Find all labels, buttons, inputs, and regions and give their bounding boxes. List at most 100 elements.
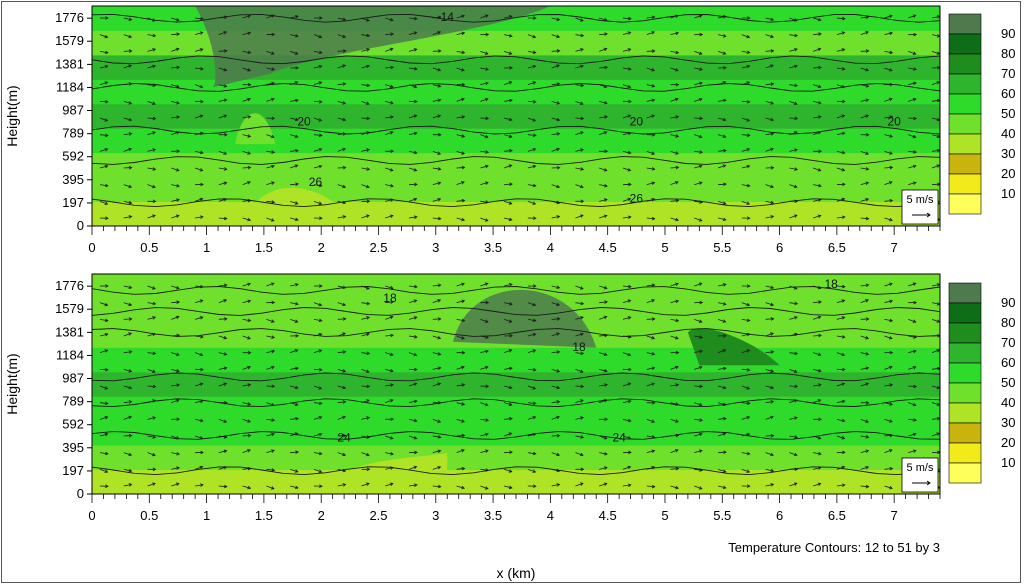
wind-vector xyxy=(575,316,584,320)
x-tick-label: 1.5 xyxy=(255,508,273,523)
wind-arrowhead xyxy=(698,432,703,437)
wind-vector xyxy=(646,335,655,339)
wind-vector xyxy=(385,334,394,337)
wind-vector xyxy=(99,200,108,205)
wind-vector xyxy=(622,466,631,470)
colorbar-swatch xyxy=(948,322,982,344)
wind-vector xyxy=(313,134,322,136)
wind-arrowhead xyxy=(794,351,799,356)
wind-arrowhead xyxy=(651,366,656,370)
wind-vector xyxy=(480,14,489,19)
wind-vector xyxy=(290,349,298,354)
wind-vector xyxy=(551,368,560,372)
wind-vector xyxy=(694,468,703,471)
wind-arrowhead xyxy=(485,449,489,453)
wind-vector xyxy=(694,98,703,102)
wind-arrowhead xyxy=(817,168,822,172)
wind-arrowhead xyxy=(295,148,299,153)
wind-vector xyxy=(694,182,703,186)
colorbar-label: 10 xyxy=(1001,186,1015,201)
colorbar-label: 70 xyxy=(1001,335,1015,350)
wind-vector xyxy=(765,100,774,104)
x-tick-label: 2 xyxy=(318,240,325,255)
wind-arrowhead xyxy=(484,319,489,323)
wind-arrowhead xyxy=(342,165,347,170)
wind-arrowhead xyxy=(698,365,703,370)
wind-arrowhead xyxy=(628,182,632,187)
wind-arrowhead xyxy=(889,466,894,471)
wind-arrowhead xyxy=(604,417,609,422)
field-band xyxy=(92,347,940,373)
wind-arrowhead xyxy=(223,382,228,386)
wind-vector xyxy=(646,352,655,355)
wind-arrowhead xyxy=(223,216,228,221)
wind-arrowhead xyxy=(152,301,157,306)
colorbar-label: 40 xyxy=(1001,395,1015,410)
wind-arrowhead xyxy=(532,34,537,39)
wind-arrowhead xyxy=(485,67,490,71)
wind-arrowhead xyxy=(865,449,870,453)
wind-arrowhead xyxy=(342,184,347,189)
contour-label: 14 xyxy=(441,10,455,24)
wind-arrowhead xyxy=(794,167,799,171)
wind-arrowhead xyxy=(841,465,846,470)
wind-arrowhead xyxy=(318,469,323,473)
wind-arrowhead xyxy=(104,469,109,473)
wind-arrowhead xyxy=(247,134,252,138)
wind-vector xyxy=(836,198,845,202)
wind-vector xyxy=(361,214,370,219)
wind-arrowhead xyxy=(651,15,656,20)
wind-arrowhead xyxy=(580,148,585,152)
wind-arrowhead xyxy=(675,466,680,471)
wind-arrowhead xyxy=(128,82,133,86)
wind-arrowhead xyxy=(199,168,204,172)
wind-vector xyxy=(195,418,203,422)
wind-arrowhead xyxy=(793,184,798,189)
wind-arrowhead xyxy=(342,34,347,39)
wind-vector xyxy=(313,416,322,420)
wind-arrowhead xyxy=(865,98,870,102)
wind-arrowhead xyxy=(604,115,608,119)
wind-vector xyxy=(147,352,156,354)
wind-arrowhead xyxy=(794,301,799,306)
wind-arrowhead xyxy=(128,34,133,39)
wind-vector xyxy=(908,117,917,119)
wind-arrowhead xyxy=(699,300,704,305)
wind-arrowhead xyxy=(770,317,775,321)
wind-vector xyxy=(456,200,465,202)
colorbar-swatch xyxy=(948,462,982,484)
wind-arrowhead xyxy=(342,385,347,390)
wind-arrowhead xyxy=(794,199,799,204)
wind-vector xyxy=(385,399,393,404)
wind-arrowhead xyxy=(627,483,632,487)
wind-arrowhead xyxy=(342,101,347,105)
wind-arrowhead xyxy=(484,14,489,18)
wind-vector xyxy=(361,117,370,119)
wind-arrowhead xyxy=(651,283,656,288)
wind-arrowhead xyxy=(841,335,846,339)
wind-arrowhead xyxy=(627,418,632,423)
wind-vector xyxy=(551,200,560,204)
wind-arrowhead xyxy=(699,81,703,86)
wind-arrowhead xyxy=(223,49,228,53)
wind-arrowhead xyxy=(603,315,608,320)
wind-vector xyxy=(741,148,750,152)
wind-vector xyxy=(884,366,893,370)
wind-arrowhead xyxy=(152,351,157,356)
wind-vector xyxy=(527,433,536,437)
wind-vector xyxy=(385,199,394,202)
wind-vector xyxy=(813,100,822,104)
wind-vector xyxy=(599,215,607,219)
y-tick-label: 592 xyxy=(62,149,84,164)
wind-arrowhead xyxy=(437,216,442,221)
wind-arrowhead xyxy=(793,214,798,218)
wind-arrowhead xyxy=(366,214,370,218)
x-tick-label: 5 xyxy=(661,240,668,255)
wind-vector xyxy=(361,482,370,487)
wind-vector xyxy=(884,32,893,36)
wind-arrowhead xyxy=(651,299,656,303)
wind-vector xyxy=(480,98,489,102)
wind-arrowhead xyxy=(532,469,537,473)
colorbar-label: 10 xyxy=(1001,455,1015,470)
wind-arrowhead xyxy=(794,148,798,152)
